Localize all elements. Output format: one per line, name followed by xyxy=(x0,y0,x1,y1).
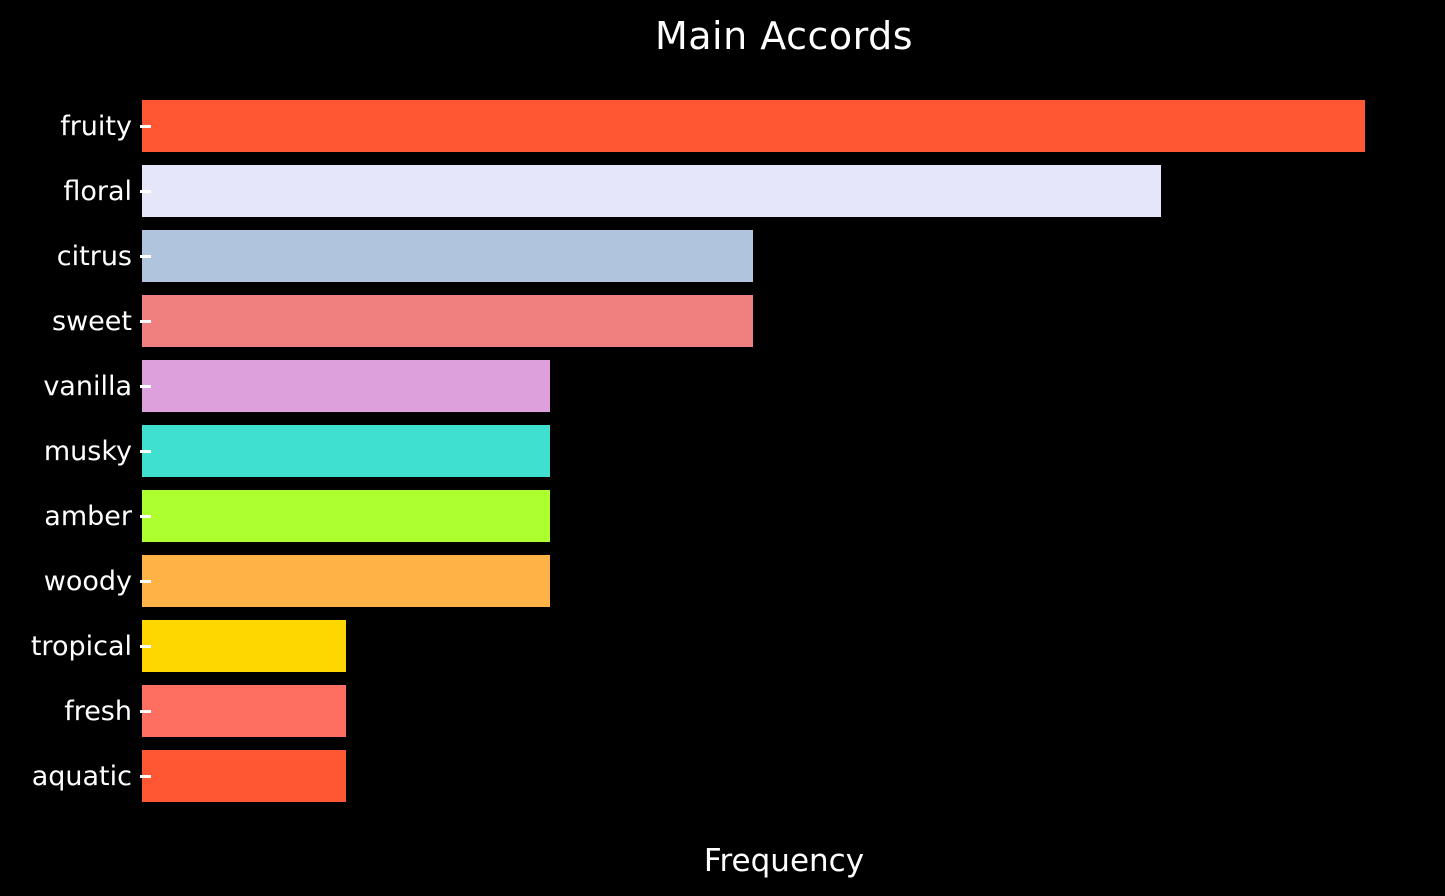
bar-row-aquatic: aquatic xyxy=(0,744,1445,809)
ytick-mark xyxy=(140,385,151,388)
chart-title: Main Accords xyxy=(654,14,914,58)
ytick-label-fresh: fresh xyxy=(64,696,132,727)
ytick-label-vanilla: vanilla xyxy=(43,371,132,402)
bar-tropical xyxy=(142,620,346,672)
ytick-label-amber: amber xyxy=(44,501,132,532)
bar-row-fruity: fruity xyxy=(0,94,1445,159)
x-axis-label: Frequency xyxy=(703,843,865,879)
bar-aquatic xyxy=(142,750,346,802)
bar-row-citrus: citrus xyxy=(0,224,1445,289)
ytick-label-fruity: fruity xyxy=(60,111,132,142)
ytick-mark xyxy=(140,645,151,648)
ytick-mark xyxy=(140,450,151,453)
bar-woody xyxy=(142,555,550,607)
ytick-label-tropical: tropical xyxy=(30,631,132,662)
ytick-mark xyxy=(140,190,151,193)
bar-row-amber: amber xyxy=(0,484,1445,549)
bar-musky xyxy=(142,425,550,477)
bar-row-vanilla: vanilla xyxy=(0,354,1445,419)
ytick-mark xyxy=(140,515,151,518)
bar-amber xyxy=(142,490,550,542)
ytick-mark xyxy=(140,775,151,778)
bar-row-floral: floral xyxy=(0,159,1445,224)
bar-fresh xyxy=(142,685,346,737)
bar-row-woody: woody xyxy=(0,549,1445,614)
bar-sweet xyxy=(142,295,753,347)
bar-row-fresh: fresh xyxy=(0,679,1445,744)
ytick-label-aquatic: aquatic xyxy=(31,761,132,792)
bar-row-sweet: sweet xyxy=(0,289,1445,354)
ytick-label-sweet: sweet xyxy=(52,306,132,337)
ytick-label-citrus: citrus xyxy=(56,241,132,272)
ytick-mark xyxy=(140,125,151,128)
ytick-label-musky: musky xyxy=(43,436,132,467)
ytick-mark xyxy=(140,710,151,713)
bar-fruity xyxy=(142,100,1365,152)
bar-citrus xyxy=(142,230,753,282)
bar-vanilla xyxy=(142,360,550,412)
ytick-mark xyxy=(140,255,151,258)
ytick-mark xyxy=(140,580,151,583)
ytick-label-woody: woody xyxy=(43,566,132,597)
bar-row-musky: musky xyxy=(0,419,1445,484)
bar-floral xyxy=(142,165,1161,217)
ytick-label-floral: floral xyxy=(63,176,132,207)
bar-row-tropical: tropical xyxy=(0,614,1445,679)
ytick-mark xyxy=(140,320,151,323)
